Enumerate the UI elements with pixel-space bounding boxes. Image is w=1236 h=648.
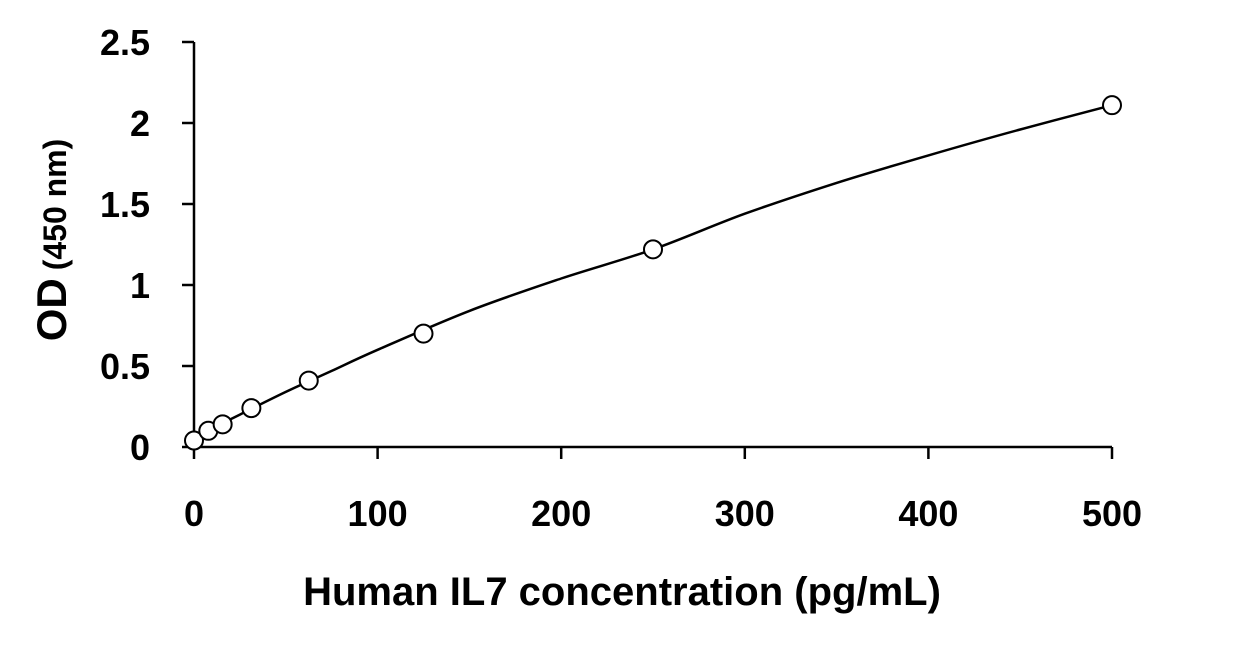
x-tick-label: 500 [1082,493,1142,534]
data-point-marker [643,239,663,260]
y-tick-label: 2 [130,103,150,144]
y-axis-title-main: OD [28,278,75,341]
x-tick-label: 200 [531,493,591,534]
y-axis-title: OD (450 nm) [28,139,75,342]
x-axis-title: Human IL7 concentration (pg/mL) [303,570,941,614]
y-tick-label: 1 [130,265,150,306]
data-point-marker [241,398,262,419]
data-point-marker [1102,95,1122,116]
fit-curve-line [193,103,1113,439]
y-axis-ticks: 0 0.5 1 1.5 2 2.5 [100,22,194,468]
y-tick-label: 1.5 [100,184,150,225]
data-point-marker [298,370,319,391]
x-axis-ticks: 0 100 200 300 400 500 [184,447,1142,534]
x-tick-label: 0 [184,493,204,534]
data-point-marker [212,414,233,435]
x-tick-label: 400 [898,493,958,534]
data-point-marker [413,323,434,344]
x-tick-label: 300 [715,493,775,534]
y-tick-label: 2.5 [100,22,150,63]
y-tick-label: 0.5 [100,346,150,387]
y-tick-label: 0 [130,427,150,468]
data-points [184,95,1122,451]
x-tick-label: 100 [348,493,408,534]
data-point-marker [184,430,204,451]
y-axis-title-sub: (450 nm) [37,139,73,271]
